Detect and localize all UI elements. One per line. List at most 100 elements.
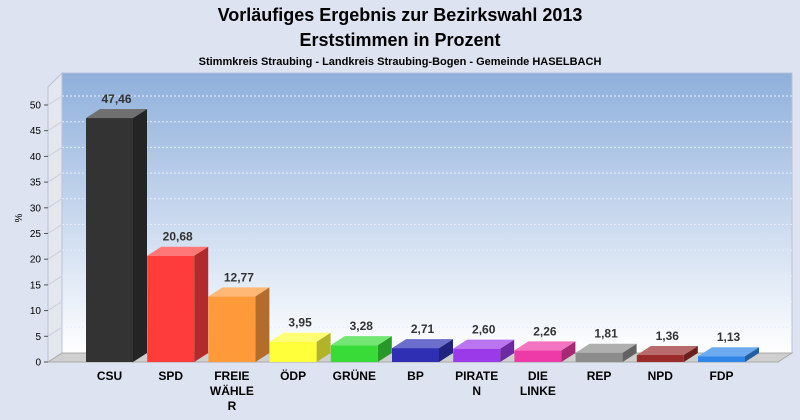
- category-label: PIRATE: [455, 369, 498, 383]
- category-label: GRÜNE: [333, 368, 376, 383]
- bar-top: [147, 246, 209, 256]
- value-label: 47,46: [101, 92, 131, 106]
- y-tick-label: 35: [30, 178, 42, 189]
- bar-front: [269, 341, 317, 362]
- y-tick-label: 5: [35, 332, 41, 343]
- value-label: 1,81: [594, 327, 618, 341]
- bar: [330, 336, 392, 362]
- y-tick-label: 15: [30, 280, 42, 291]
- value-label: 3,28: [350, 319, 374, 333]
- value-label: 2,60: [472, 323, 496, 337]
- bar-side: [500, 339, 515, 362]
- bar-top: [269, 332, 331, 342]
- category-label: R: [228, 399, 237, 413]
- value-label: 20,68: [163, 230, 193, 244]
- bar: [208, 287, 270, 362]
- category-label: N: [472, 384, 481, 398]
- value-label: 2,71: [411, 322, 435, 336]
- bar: [453, 339, 515, 362]
- bar-front: [208, 296, 256, 362]
- bar-side: [561, 341, 576, 362]
- gridline-side: [47, 198, 63, 209]
- category-label: SPD: [158, 369, 183, 383]
- bar-top: [86, 109, 147, 119]
- y-tick-label: 50: [30, 101, 42, 112]
- bar-top: [392, 339, 453, 349]
- category-label: BP: [407, 369, 424, 383]
- gridline-side: [47, 146, 63, 157]
- bars: [86, 109, 759, 362]
- bar: [575, 343, 637, 362]
- category-label: DIE: [528, 369, 548, 383]
- value-label: 1,36: [656, 329, 680, 343]
- y-tick-label: 45: [30, 126, 42, 137]
- side-wall: [47, 71, 63, 363]
- bar-front: [698, 356, 745, 362]
- bar-side: [377, 336, 392, 362]
- category-label: FDP: [710, 369, 734, 383]
- bar-top: [514, 341, 576, 351]
- bar-side: [683, 346, 698, 362]
- value-label: 2,26: [533, 324, 557, 338]
- value-label: 3,95: [288, 316, 312, 330]
- bar-side: [622, 343, 637, 362]
- bar-front: [330, 345, 378, 362]
- bar-top: [698, 347, 759, 357]
- category-label: FREIE: [214, 369, 249, 383]
- bar: [269, 332, 331, 362]
- chart-title-line1: Vorläufiges Ergebnis zur Bezirkswahl 201…: [218, 5, 583, 25]
- category-label: WÄHLE: [210, 383, 254, 398]
- category-label: REP: [587, 369, 612, 383]
- bar-side: [316, 332, 331, 362]
- bar-front: [575, 352, 623, 362]
- bar-front: [636, 355, 684, 362]
- bar-side: [133, 109, 147, 362]
- category-label: CSU: [97, 369, 122, 383]
- category-label: NPD: [648, 369, 674, 383]
- gridline-side: [47, 121, 63, 132]
- bar-side: [255, 287, 270, 362]
- y-tick-label: 10: [30, 306, 42, 317]
- gridline-side: [47, 275, 63, 286]
- bar-top: [636, 346, 698, 356]
- bar-front: [392, 348, 439, 362]
- bar-side: [439, 339, 453, 362]
- bar: [514, 341, 576, 362]
- gridline-side: [47, 172, 63, 183]
- value-labels: 47,46 20,68 12,77 3,95 3,28 2,71 2,60 2,26 1,81 1…: [101, 92, 740, 344]
- bar-top: [453, 339, 515, 349]
- bar: [636, 346, 698, 362]
- bar-side: [194, 246, 209, 362]
- gridline-side: [47, 326, 63, 337]
- bar-top: [208, 287, 270, 297]
- value-label: 12,77: [224, 270, 254, 284]
- gridline-side: [47, 95, 63, 106]
- value-label: 1,13: [717, 330, 741, 344]
- bar: [392, 339, 453, 362]
- y-tick-label: 20: [30, 255, 42, 266]
- bar-top: [575, 343, 637, 353]
- chart-title-line2: Erststimmen in Prozent: [299, 30, 500, 50]
- chart-subtitle: Stimmkreis Straubing - Landkreis Straubi…: [199, 56, 602, 68]
- category-label: LINKE: [520, 384, 556, 398]
- bar-front: [147, 255, 195, 362]
- bar-top: [330, 336, 392, 346]
- y-axis-label: %: [14, 213, 25, 222]
- gridline-side: [47, 249, 63, 260]
- y-tick-label: 25: [30, 229, 42, 240]
- gridline-side: [47, 301, 63, 312]
- bar-front: [514, 350, 562, 362]
- bar-side: [745, 347, 759, 362]
- y-tick-label: 40: [30, 152, 42, 163]
- bar-front: [453, 348, 501, 362]
- bar-front: [86, 118, 133, 362]
- bar: [698, 347, 759, 362]
- y-tick-label: 30: [30, 203, 42, 214]
- bar: [147, 246, 209, 362]
- bar: [86, 109, 147, 362]
- gridline-side: [47, 224, 63, 234]
- category-label: ÖDP: [280, 368, 306, 383]
- y-axis: 0 5 10 15 20 25 30 35 40 45 50: [30, 101, 48, 369]
